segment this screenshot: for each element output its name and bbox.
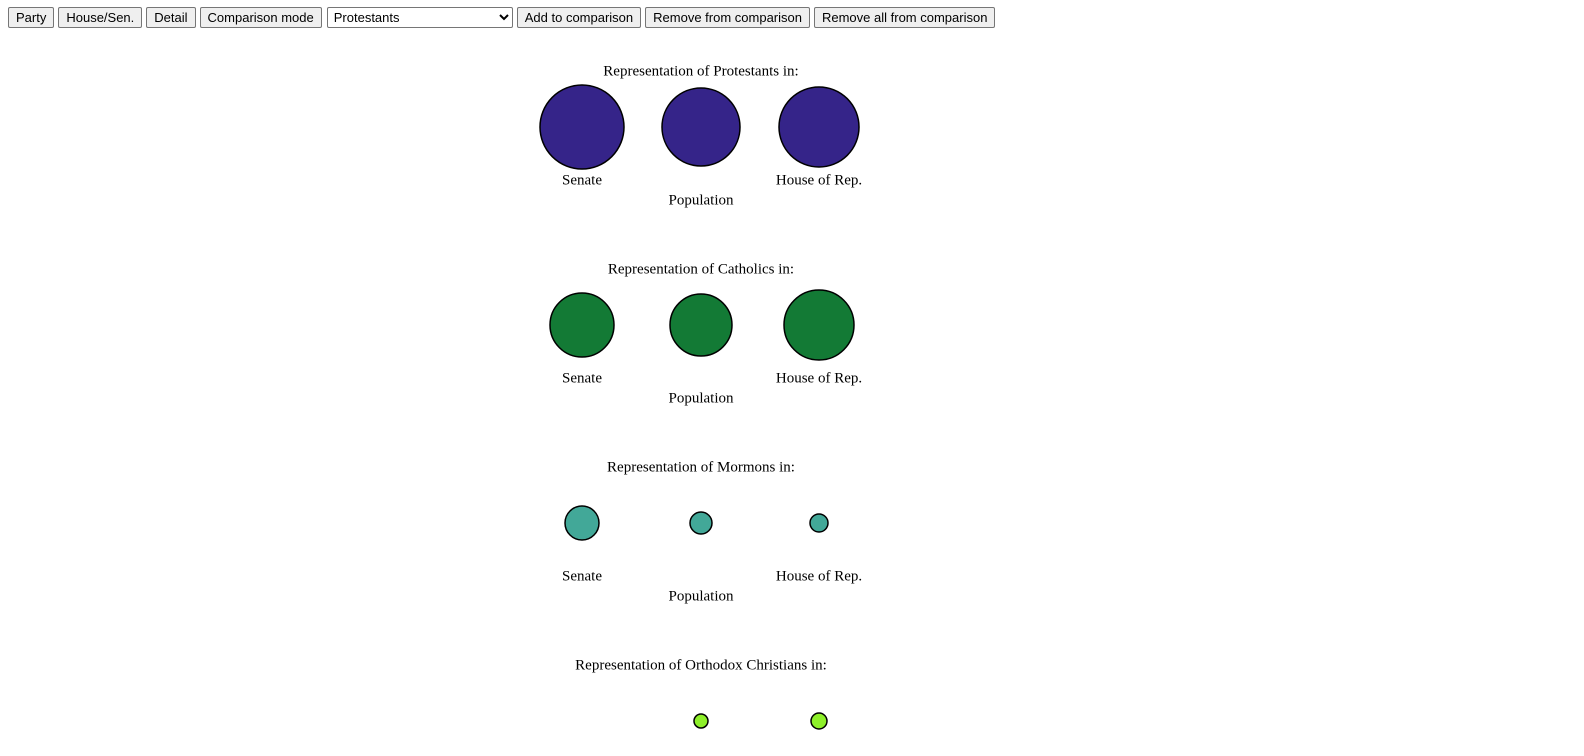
representation-circle [539, 84, 625, 170]
remove-all-button[interactable]: Remove all from comparison [813, 7, 996, 28]
representation-circle [669, 293, 733, 357]
circle-label: Senate [562, 370, 602, 386]
circle-label: Population [668, 192, 734, 208]
group-title: Representation of Mormons in: [607, 459, 795, 475]
house-senate-button[interactable]: House/Sen. [58, 7, 143, 28]
comparison-mode-button[interactable]: Comparison mode [199, 7, 322, 28]
representation-circle [810, 712, 828, 730]
detail-button[interactable]: Detail [146, 7, 196, 28]
representation-circle [689, 511, 713, 535]
representation-circle [693, 713, 709, 729]
representation-circle [783, 289, 855, 361]
circle-label: House of Rep. [776, 172, 862, 188]
circle-label: Senate [562, 172, 602, 188]
representation-circle [809, 513, 829, 533]
circle-label: Population [668, 390, 734, 406]
remove-button[interactable]: Remove from comparison [645, 7, 810, 28]
representation-circle [778, 86, 860, 168]
group-title: Representation of Protestants in: [603, 63, 798, 79]
add-button[interactable]: Add to comparison [516, 7, 642, 28]
group-title: Representation of Orthodox Christians in… [575, 657, 827, 673]
representation-circle [661, 87, 741, 167]
group-select[interactable]: Protestants [326, 7, 513, 28]
representation-circle [549, 292, 615, 358]
party-button[interactable]: Party [8, 7, 55, 28]
circle-label: House of Rep. [776, 568, 862, 584]
circle-label: Senate [562, 568, 602, 584]
circle-label: House of Rep. [776, 370, 862, 386]
toolbar: Party House/Sen. Detail Comparison mode … [8, 7, 996, 28]
circle-label: Population [668, 588, 734, 604]
representation-circle [564, 505, 600, 541]
group-title: Representation of Catholics in: [608, 261, 794, 277]
